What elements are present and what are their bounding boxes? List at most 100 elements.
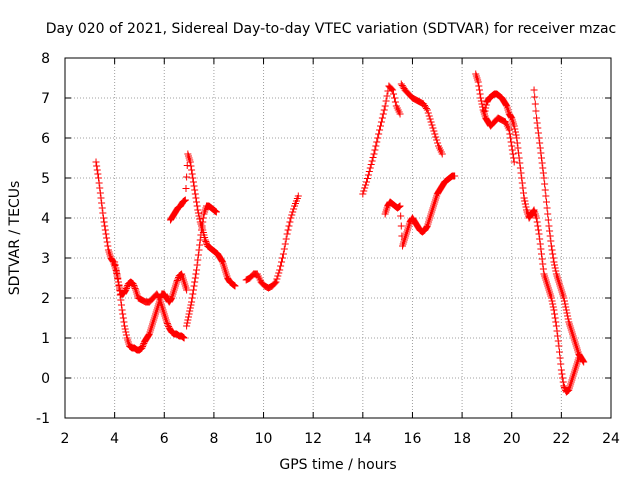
series-track-3 [166, 150, 239, 290]
data-point-interp [193, 202, 201, 210]
data-point-interp [101, 226, 109, 234]
data-point [370, 150, 378, 158]
plot-marks [92, 70, 588, 396]
data-point-interp [559, 374, 567, 382]
data-point-interp [111, 261, 119, 269]
data-point [185, 310, 193, 318]
data-point [513, 134, 521, 142]
data-point-interp [119, 314, 127, 322]
x-tick-labels: 2 4 6 8 10 12 14 16 18 20 22 24 [61, 431, 620, 447]
data-point-interp [103, 238, 111, 246]
data-point [545, 222, 553, 230]
data-point [547, 242, 555, 250]
data-point [505, 126, 513, 134]
data-point-interp [533, 218, 541, 226]
grid [65, 58, 611, 418]
data-point-interp [99, 209, 107, 217]
data-point-interp [475, 82, 483, 90]
data-point [366, 164, 374, 172]
data-point-interp [539, 164, 547, 172]
data-point-interp [552, 267, 560, 275]
data-point-interp [534, 222, 542, 230]
data-point-interp [188, 166, 196, 174]
data-point-interp [543, 204, 551, 212]
data-point-interp [199, 214, 207, 222]
data-point-interp [564, 312, 572, 320]
data-point-interp [531, 100, 539, 108]
data-point-interp [378, 114, 386, 122]
data-point [518, 174, 526, 182]
data-point-interp [163, 320, 171, 327]
data-point-interp [544, 210, 552, 218]
data-point [276, 266, 284, 274]
data-point [190, 282, 198, 290]
data-point-interp [537, 245, 545, 253]
data-point-interp [122, 285, 130, 292]
data-point-interp [482, 104, 490, 112]
data-point-interp [518, 179, 526, 187]
data-point-interp [372, 142, 380, 150]
data-point [550, 258, 558, 266]
data-point [480, 110, 488, 118]
data-point-interp [130, 283, 138, 291]
data-point-interp [96, 184, 104, 192]
x-axis-label: GPS time / hours [279, 457, 396, 473]
data-point-interp [278, 258, 286, 266]
data-point-interp [547, 237, 555, 245]
data-point-interp [361, 184, 369, 192]
data-point-interp [539, 265, 547, 273]
data-point [287, 214, 295, 222]
data-point-interp [551, 314, 559, 322]
data-point [180, 334, 188, 342]
data-point-interp [94, 170, 102, 178]
y-tick-label: 1 [41, 331, 50, 347]
data-point-interp [189, 290, 197, 298]
data-point-interp [104, 242, 112, 250]
data-point [542, 198, 550, 206]
data-point-interp [194, 256, 202, 264]
data-point [560, 294, 568, 302]
data-point-interp [546, 227, 554, 235]
data-point-interp [369, 154, 377, 161]
data-point-interp [382, 97, 390, 105]
data-point-interp [563, 309, 571, 317]
data-point [195, 246, 203, 254]
data-point [188, 298, 196, 306]
data-point-interp [130, 282, 138, 289]
data-point-interp [506, 130, 514, 138]
data-point [111, 258, 119, 266]
data-point-interp [539, 260, 547, 268]
data-point-interp [103, 234, 111, 242]
data-point-interp [196, 215, 204, 223]
data-point-interp [191, 278, 199, 286]
series-track-4 [183, 202, 220, 330]
data-point-interp [93, 166, 101, 174]
data-point-interp [508, 146, 516, 154]
data-point [580, 358, 588, 366]
data-point-interp [556, 348, 564, 356]
data-point-interp [193, 261, 201, 269]
data-point-interp [164, 321, 172, 329]
data-point-interp [95, 179, 103, 187]
data-point [547, 294, 555, 302]
data-point [191, 190, 199, 198]
x-tick-label: 2 [61, 431, 70, 447]
data-point-interp [432, 133, 440, 141]
data-point-interp [273, 275, 281, 283]
data-point-interp [516, 159, 524, 167]
data-point-interp [429, 124, 437, 132]
data-point [294, 192, 302, 200]
y-tick-label: 8 [41, 51, 50, 67]
data-point-interp [290, 205, 298, 213]
data-point-interp [122, 331, 130, 339]
data-point [363, 178, 371, 186]
data-point-interp [422, 105, 430, 112]
data-point-interp [218, 257, 226, 265]
data-point-interp [536, 235, 544, 243]
data-point [557, 366, 565, 374]
x-tick-label: 24 [602, 431, 620, 447]
data-point [359, 190, 367, 198]
data-point-interp [188, 170, 196, 178]
data-point-interp [114, 278, 122, 286]
data-point-interp [562, 303, 570, 311]
